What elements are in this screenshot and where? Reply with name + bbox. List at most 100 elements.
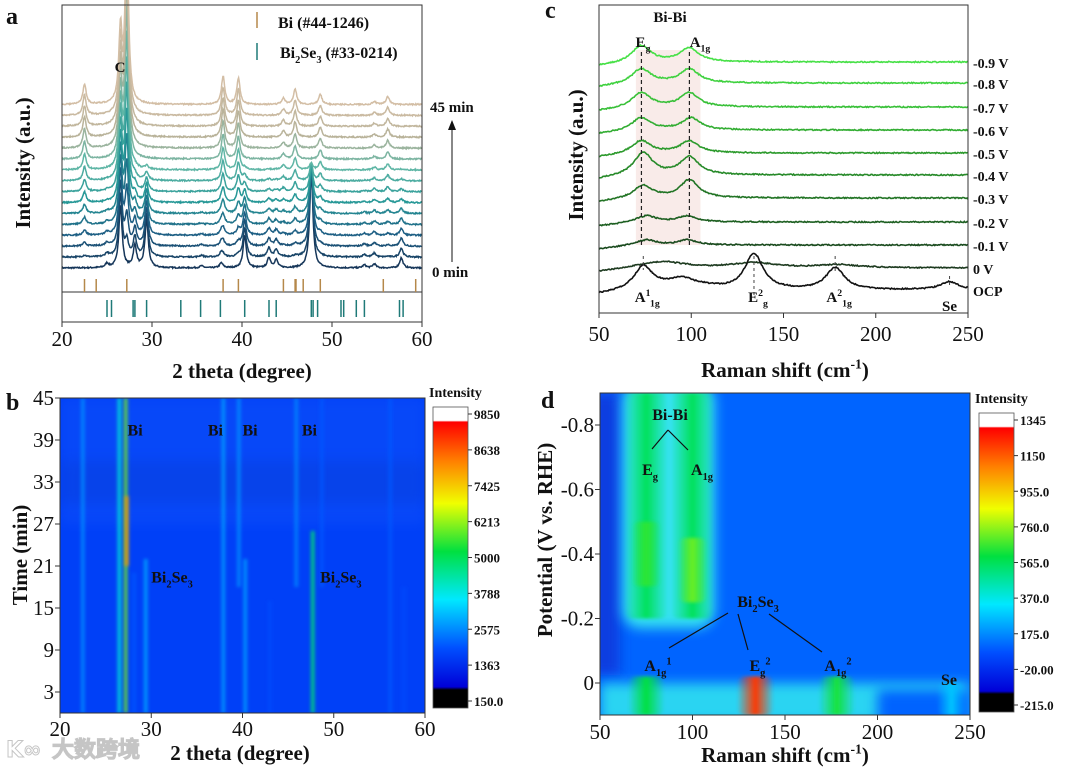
text-run: g xyxy=(646,44,651,55)
mode-label: E2g xyxy=(748,288,768,310)
text-run: (#33-0214) xyxy=(322,45,398,62)
y-tick-label: 21 xyxy=(33,554,54,578)
heatmap-peak-line xyxy=(116,398,123,713)
x-tick-label: 250 xyxy=(954,720,986,744)
text-run: 2 xyxy=(335,579,340,590)
y-tick-label: 27 xyxy=(33,512,54,536)
a1g-label: A1g xyxy=(691,462,714,483)
text-run: 2 xyxy=(752,604,757,615)
mode-label: A11g xyxy=(635,288,660,310)
heatmap-feature xyxy=(677,537,708,603)
eg-label: Eg xyxy=(642,462,659,483)
a1g2-label: A1g2 xyxy=(824,657,851,679)
colorbar-tick-label: 1345 xyxy=(1020,413,1047,428)
heatmap-feature xyxy=(818,676,856,715)
raman-trace xyxy=(598,67,969,88)
arrow-head-icon xyxy=(448,120,456,130)
text-run: 2 xyxy=(758,288,763,299)
colorbar-tick-label: 1363 xyxy=(474,658,501,673)
colorbar-tick-label: 3788 xyxy=(474,586,501,601)
y-tick-label: -0.8 xyxy=(561,413,594,437)
text-run: Bi xyxy=(302,423,318,440)
text-run: g xyxy=(760,668,766,679)
bi-bi-label: Bi-Bi xyxy=(652,407,688,424)
colorbar-tick-label: -20.00 xyxy=(1020,662,1054,677)
text-run: Raman shift (cm xyxy=(701,743,851,767)
text-run: 1g xyxy=(836,668,847,679)
text-run: 2 xyxy=(765,657,770,668)
heatmap-peak-line xyxy=(220,398,227,713)
text-run: ) xyxy=(862,743,869,767)
colorbar-gradient xyxy=(978,412,1015,713)
raman-trace xyxy=(598,90,969,112)
peak-label-c: C xyxy=(115,60,126,76)
colorbar-tick-label: 6213 xyxy=(474,515,501,530)
x-tick-label: 200 xyxy=(862,720,894,744)
x-tick-label: 250 xyxy=(952,322,984,346)
heatmap-annotation: Bi2Se3 xyxy=(151,570,193,591)
text-run: E xyxy=(749,658,760,675)
y-tick-label: -0.2 xyxy=(561,607,594,631)
colorbar-title: Intensity xyxy=(975,392,1028,407)
x-tick-label: 50 xyxy=(322,327,343,351)
x-tick-label: 100 xyxy=(677,720,709,744)
text-run: Bi xyxy=(280,45,296,62)
heatmap-peak-line xyxy=(242,559,249,713)
a1g-label: A1g xyxy=(690,35,711,55)
heatmap-feature xyxy=(627,676,665,715)
watermark-text: 大数跨境 xyxy=(52,737,140,763)
arrow-icon xyxy=(651,429,689,451)
time-label-start: 0 min xyxy=(432,265,469,281)
trace-label: -0.2 V xyxy=(973,217,1009,232)
xrd-trace-7 xyxy=(61,81,422,194)
raman-trace xyxy=(598,214,969,227)
text-run: Se xyxy=(758,594,774,611)
xrd-trace-1 xyxy=(61,172,423,260)
panel-a-xrd-waterfall: 20 30 40 50 60 2 theta (degree) Intensity (a.u… xyxy=(11,0,474,383)
x-tick-label: 60 xyxy=(415,717,436,741)
y-tick-label: 0 xyxy=(584,671,595,695)
heatmap-feature xyxy=(936,683,967,715)
colorbar-tick-label: 1150 xyxy=(1020,449,1045,464)
text-run: 2 xyxy=(837,288,842,299)
text-run: 1 xyxy=(666,657,671,668)
text-run: Raman shift (cm xyxy=(701,358,851,382)
text-run: Se xyxy=(300,45,316,62)
y-tick-label: 45 xyxy=(33,386,54,410)
xrd-trace-10 xyxy=(61,5,423,162)
text-run: 2 xyxy=(295,55,300,66)
panel-c-raman-waterfall: -0.9 V -0.8 V -0.7 V -0.6 V -0.5 V -0.4 V -0.3… xyxy=(564,4,1009,382)
x-tick-label: 50 xyxy=(589,322,610,346)
xrd-trace-3 xyxy=(61,166,423,238)
colorbar-title: Intensity xyxy=(429,386,482,401)
heatmap-peak-line xyxy=(309,531,316,713)
xrd-trace-14 xyxy=(61,0,423,118)
xrd-trace-6 xyxy=(61,107,423,205)
heatmap-peak-line xyxy=(401,587,408,713)
text-run: 1g xyxy=(656,668,667,679)
trace-label: -0.6 V xyxy=(973,125,1009,140)
text-run: 3 xyxy=(316,55,321,66)
text-run: E xyxy=(748,290,758,306)
heatmap-peak-line xyxy=(123,496,130,566)
se-label: Se xyxy=(941,672,957,689)
trace-label: OCP xyxy=(973,285,1003,300)
xrd-trace-5 xyxy=(61,133,423,216)
trace-label: 0 V xyxy=(973,263,993,278)
x-tick-label: 200 xyxy=(860,322,892,346)
x-tick-label: 30 xyxy=(142,327,163,351)
watermark: K∞ 大数跨境 xyxy=(6,737,141,764)
text-run: Bi xyxy=(151,570,167,587)
x-axis-title: 2 theta (degree) xyxy=(170,741,310,765)
colorbar-tick-label: 7425 xyxy=(474,479,501,494)
text-run: Bi xyxy=(208,423,224,440)
x-axis-title: 2 theta (degree) xyxy=(172,359,312,383)
y-tick-label: 39 xyxy=(33,428,54,452)
heatmap-feature xyxy=(736,676,774,715)
x-tick-label: 40 xyxy=(232,327,253,351)
x-tick-label: 30 xyxy=(141,717,162,741)
xrd-trace-11 xyxy=(61,0,422,151)
text-run: Se xyxy=(942,299,957,315)
raman-trace xyxy=(598,139,969,158)
